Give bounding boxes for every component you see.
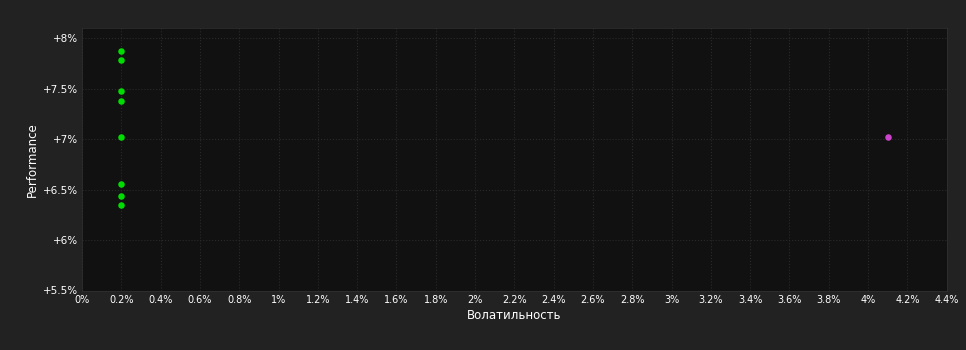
Point: [114, 98, 129, 104]
X-axis label: Волатильность: Волатильность: [468, 309, 561, 322]
Point: [114, 57, 129, 63]
Point: [114, 88, 129, 93]
Point: [114, 48, 129, 54]
Point: [114, 202, 129, 208]
Point: [114, 134, 129, 140]
Point: [880, 134, 895, 140]
Y-axis label: Performance: Performance: [26, 122, 39, 197]
Point: [114, 193, 129, 198]
Point: [114, 182, 129, 187]
